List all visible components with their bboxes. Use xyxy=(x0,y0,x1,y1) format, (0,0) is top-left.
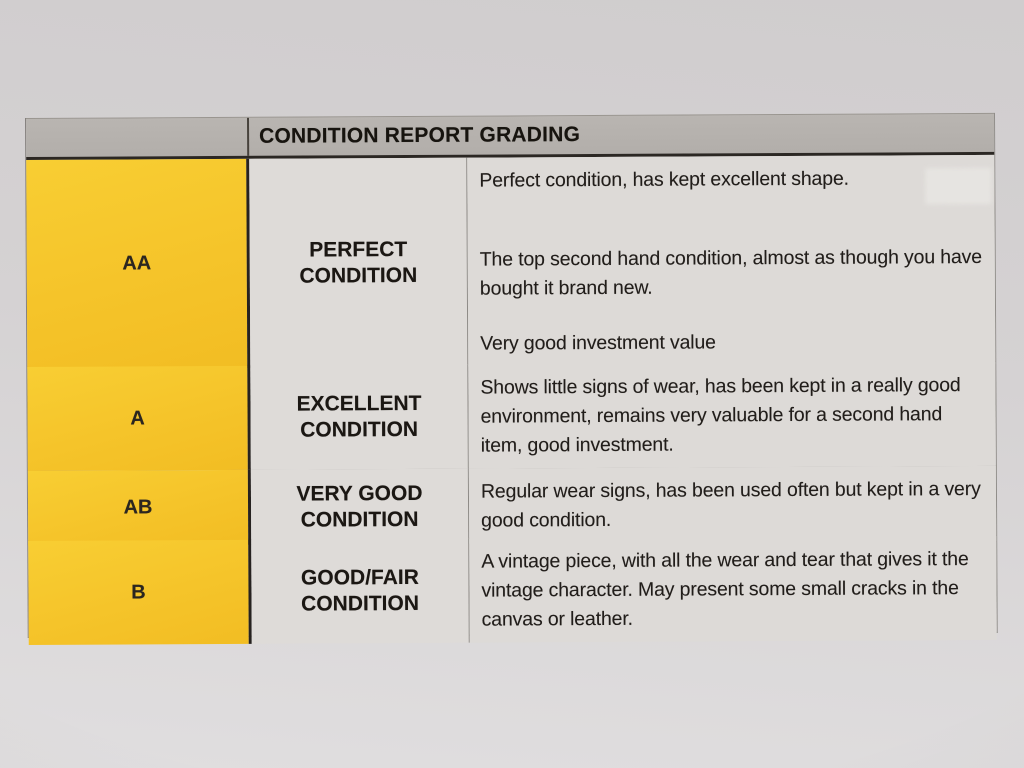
description-paragraph: A vintage piece, with all the wear and t… xyxy=(481,548,969,631)
description-cell: Shows little signs of wear, has been kep… xyxy=(468,361,996,469)
description-paragraph: Regular wear signs, has been used often … xyxy=(480,478,981,532)
condition-label-cell: PERFECT CONDITION xyxy=(249,157,469,368)
description-paragraph: The top second hand condition, almost as… xyxy=(479,245,983,300)
table-row: B GOOD/FAIR CONDITION A vintage piece, w… xyxy=(28,534,997,645)
description-paragraph: Perfect condition, has kept excellent sh… xyxy=(479,167,849,192)
table-row: A EXCELLENT CONDITION Shows little signs… xyxy=(27,360,996,471)
table-title: CONDITION REPORT GRADING xyxy=(259,123,581,148)
description-cell: Perfect condition, has kept excellent sh… xyxy=(467,154,996,367)
grade-cell: AB xyxy=(27,469,252,546)
condition-label-cell: GOOD/FAIR CONDITION xyxy=(251,538,470,644)
condition-label-cell: VERY GOOD CONDITION xyxy=(250,468,470,545)
grade-cell: A xyxy=(27,365,251,471)
condition-label-cell: EXCELLENT CONDITION xyxy=(250,364,469,470)
description-paragraph: Very good investment value xyxy=(480,331,716,355)
grade-cell: AA xyxy=(26,158,251,369)
table-header-row: CONDITION REPORT GRADING xyxy=(25,112,995,160)
grade-cell: B xyxy=(28,539,252,645)
condition-grading-table: CONDITION REPORT GRADING AA PERFECT COND… xyxy=(25,112,998,645)
description-cell: Regular wear signs, has been used often … xyxy=(468,465,997,544)
description-cell: A vintage piece, with all the wear and t… xyxy=(469,535,997,643)
header-spacer-cell xyxy=(26,117,250,157)
table-row: AB VERY GOOD CONDITION Regular wear sign… xyxy=(27,464,997,546)
description-paragraph: Shows little signs of wear, has been kep… xyxy=(480,374,961,457)
table-row: AA PERFECT CONDITION Perfect condition, … xyxy=(26,154,996,369)
